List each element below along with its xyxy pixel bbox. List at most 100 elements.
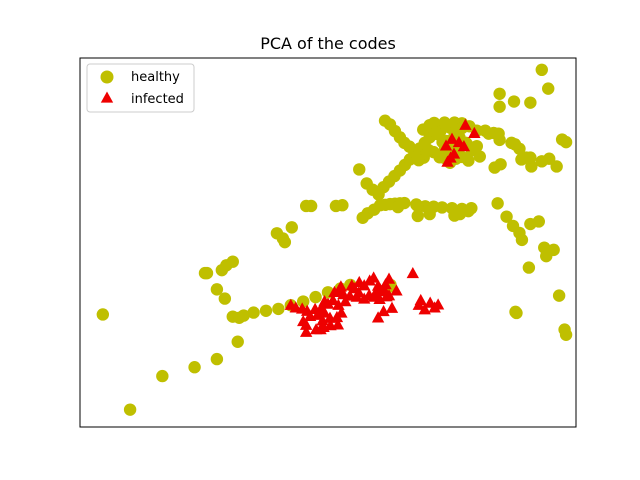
infected-point xyxy=(377,305,390,317)
healthy-point xyxy=(259,304,273,317)
healthy-point xyxy=(237,309,250,322)
infected-point xyxy=(418,303,431,315)
healthy-point xyxy=(552,289,566,302)
series-healthy xyxy=(96,63,573,416)
legend-box xyxy=(86,63,195,113)
healthy-point xyxy=(524,96,537,109)
plot-frame xyxy=(79,57,577,428)
healthy-point xyxy=(411,199,424,212)
healthy-point xyxy=(391,200,405,214)
healthy-point xyxy=(272,302,285,316)
infected-point xyxy=(345,279,358,291)
infected-point xyxy=(324,319,337,331)
healthy-point xyxy=(427,116,441,130)
healthy-point xyxy=(515,233,529,247)
healthy-point xyxy=(247,306,260,319)
healthy-point xyxy=(559,328,573,341)
legend-healthy-label: healthy xyxy=(131,70,180,85)
legend-infected-marker xyxy=(100,91,114,103)
healthy-point xyxy=(285,221,298,234)
legend-healthy-marker xyxy=(100,70,114,84)
infected-point xyxy=(459,118,472,130)
healthy-point xyxy=(156,369,169,383)
infected-point xyxy=(316,314,329,326)
infected-point xyxy=(309,323,323,335)
healthy-point xyxy=(123,403,137,416)
healthy-point xyxy=(411,209,424,223)
healthy-point xyxy=(448,209,461,222)
infected-point xyxy=(385,301,399,313)
healthy-point xyxy=(231,335,244,348)
healthy-point xyxy=(200,266,214,280)
healthy-point xyxy=(507,95,521,108)
infected-point xyxy=(452,136,466,148)
infected-point xyxy=(382,272,396,284)
healthy-point xyxy=(488,161,501,174)
healthy-point xyxy=(423,207,436,221)
healthy-point xyxy=(304,199,318,213)
infected-point xyxy=(328,285,341,297)
healthy-point xyxy=(482,127,495,140)
series-infected xyxy=(284,118,481,337)
healthy-point xyxy=(353,163,366,176)
healthy-point xyxy=(96,308,110,321)
healthy-point xyxy=(524,151,537,164)
infected-point xyxy=(439,139,453,151)
healthy-point xyxy=(470,139,483,153)
infected-point xyxy=(445,132,459,144)
healthy-point xyxy=(550,160,563,173)
healthy-point xyxy=(435,201,449,214)
healthy-point xyxy=(492,127,505,140)
healthy-point xyxy=(508,138,522,151)
infected-point xyxy=(297,314,310,327)
healthy-point xyxy=(462,154,475,167)
infected-point xyxy=(406,266,419,279)
infected-point xyxy=(367,271,380,283)
healthy-point xyxy=(378,114,392,127)
healthy-point xyxy=(278,235,292,249)
healthy-point xyxy=(559,135,573,149)
healthy-point xyxy=(535,155,548,168)
infected-point xyxy=(331,318,345,330)
healthy-point xyxy=(297,295,310,308)
infected-point xyxy=(412,298,425,310)
infected-point xyxy=(468,126,481,138)
infected-point xyxy=(382,289,396,301)
healthy-point xyxy=(465,201,478,215)
healthy-point xyxy=(218,292,232,305)
healthy-point xyxy=(493,100,506,113)
healthy-point xyxy=(372,188,385,201)
series-layer xyxy=(96,63,573,416)
legend-infected-label: infected xyxy=(131,92,184,107)
infected-point xyxy=(300,325,313,337)
infected-point xyxy=(371,311,385,323)
healthy-point xyxy=(532,215,545,228)
infected-point xyxy=(390,284,403,296)
infected-point xyxy=(334,280,348,292)
infected-point xyxy=(308,302,322,314)
healthy-point xyxy=(210,283,224,296)
healthy-point xyxy=(473,150,486,163)
healthy-point xyxy=(491,197,504,210)
infected-point xyxy=(367,290,381,302)
healthy-point xyxy=(210,352,224,366)
infected-point xyxy=(447,147,461,159)
infected-point xyxy=(428,301,441,313)
plot-area xyxy=(79,57,577,428)
healthy-point xyxy=(336,199,349,212)
healthy-point xyxy=(309,290,322,304)
infected-point xyxy=(326,293,340,306)
healthy-point xyxy=(522,261,536,274)
healthy-point xyxy=(535,63,548,77)
legend: healthy infected xyxy=(86,63,195,113)
healthy-point xyxy=(500,210,513,223)
healthy-point xyxy=(509,305,522,319)
healthy-point xyxy=(188,361,201,374)
healthy-point xyxy=(493,87,506,100)
healthy-point xyxy=(226,255,239,268)
chart-title: PCA of the codes xyxy=(260,34,396,53)
healthy-point xyxy=(540,249,553,263)
healthy-point xyxy=(430,127,444,141)
healthy-point xyxy=(542,82,555,95)
